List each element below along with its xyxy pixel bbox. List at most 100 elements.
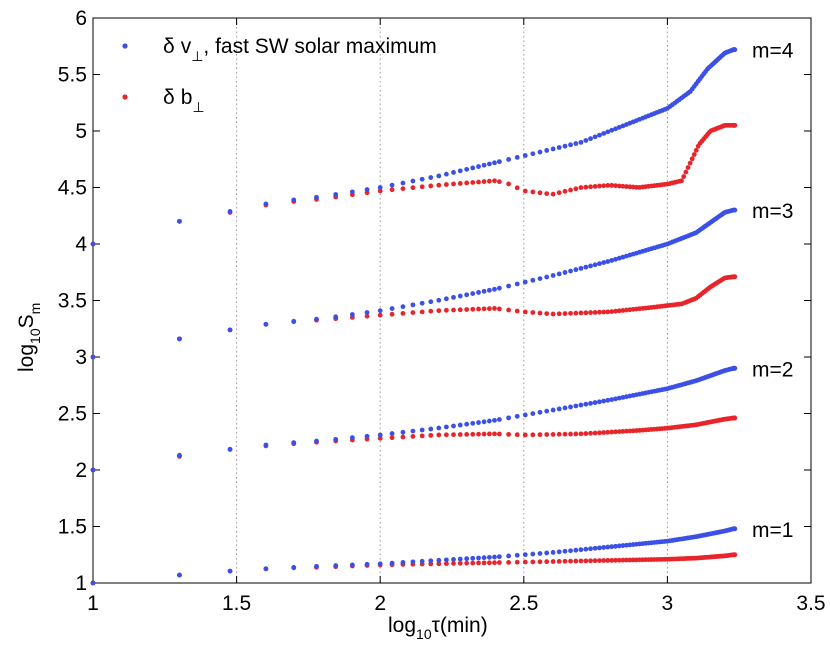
point-m3-v: [481, 288, 487, 294]
point-m3-b: [544, 311, 550, 316]
point-m1-v: [544, 550, 550, 556]
point-m3-b: [578, 310, 584, 316]
y-tick-label: 4: [75, 233, 87, 256]
point-m1-b: [556, 559, 562, 564]
point-m3-v: [522, 279, 528, 285]
point-m3-b: [377, 312, 383, 318]
point-m2-v: [481, 419, 487, 425]
point-m1-b: [562, 558, 568, 564]
point-m2-b: [522, 432, 528, 438]
point-m2-v: [470, 420, 476, 426]
point-m4-v: [568, 142, 573, 148]
point-m2-v: [605, 397, 611, 403]
point-m4-b: [568, 187, 573, 193]
point-m1-b: [597, 558, 602, 564]
point-m2-v: [613, 396, 618, 402]
point-m2-v: [609, 397, 615, 402]
point-m4-b: [605, 183, 611, 188]
point-m1-v: [451, 557, 456, 562]
point-m3-v: [613, 256, 618, 262]
point-m3-b: [573, 310, 579, 316]
point-m4-b: [487, 178, 492, 184]
point-m1-b: [573, 558, 579, 564]
point-m3-v: [616, 255, 622, 261]
point-m4-v: [436, 173, 442, 179]
point-m1-v: [481, 555, 487, 561]
point-m3-b: [609, 309, 615, 315]
point-m4-b: [436, 182, 442, 188]
point-m1-v: [522, 552, 528, 558]
point-m1-b: [492, 560, 497, 566]
point-m1-v: [592, 545, 598, 551]
point-m3-b: [550, 311, 556, 317]
point-m3-b: [613, 308, 618, 314]
point-m3-v: [364, 310, 370, 315]
point-m2-b: [732, 415, 738, 421]
point-m1-v: [732, 526, 738, 532]
point-m2-b: [436, 432, 442, 438]
point-m1-v: [568, 548, 573, 554]
point-m4-v: [487, 161, 492, 167]
point-m1-v: [443, 557, 449, 563]
point-m3-v: [436, 297, 442, 303]
point-m3-b: [620, 308, 626, 313]
y-tick-label: 6: [75, 7, 87, 30]
order-label: m=3: [752, 200, 793, 223]
point-m4-b: [691, 152, 697, 157]
point-m4-b: [616, 183, 622, 189]
point-m1-b: [451, 561, 456, 566]
point-m3-b: [556, 311, 562, 317]
point-m4-b: [685, 165, 691, 170]
point-m3-v: [476, 290, 481, 295]
point-m2-b: [556, 431, 562, 437]
point-m3-v: [457, 293, 463, 299]
point-m2-b: [583, 431, 589, 436]
point-m1-v: [314, 563, 319, 569]
point-m1-v: [476, 555, 481, 561]
point-m3-b: [601, 309, 607, 315]
point-m3-b: [597, 309, 602, 315]
point-m2-v: [443, 424, 449, 430]
point-m2-v: [377, 432, 383, 438]
point-m3-b: [616, 308, 622, 314]
point-m3-v: [333, 314, 339, 320]
point-m1-v: [263, 566, 269, 572]
point-m2-v: [496, 417, 502, 422]
point-m3-v: [470, 291, 476, 296]
point-m4-b: [537, 190, 543, 196]
point-m4-b: [601, 183, 607, 189]
point-m1-b: [464, 560, 470, 566]
point-m3-b: [481, 306, 487, 312]
point-m1-b: [624, 557, 629, 563]
point-m2-b: [601, 430, 607, 435]
point-m3-v: [544, 274, 550, 280]
point-m2-v: [457, 422, 463, 428]
point-m1-b: [620, 557, 626, 563]
point-m3-v: [556, 271, 562, 277]
point-m4-v: [333, 192, 339, 197]
point-m1-v: [419, 558, 425, 564]
point-m3-v: [605, 259, 611, 264]
point-m1-v: [514, 552, 520, 558]
point-m1-v: [578, 547, 584, 553]
point-m1-v: [90, 580, 96, 586]
point-m4-v: [562, 143, 568, 149]
point-m2-v: [419, 427, 425, 433]
point-m1-v: [496, 554, 502, 560]
point-m2-v: [492, 417, 497, 423]
point-m2-b: [620, 428, 626, 434]
point-m3-b: [732, 274, 738, 280]
point-m3-v: [487, 287, 492, 293]
point-m2-b: [506, 431, 512, 437]
point-m3-b: [496, 306, 502, 312]
point-m1-v: [227, 568, 233, 574]
point-m1-v: [583, 546, 589, 552]
point-m2-v: [364, 433, 370, 439]
point-m3-b: [470, 306, 476, 312]
point-m4-b: [410, 185, 416, 191]
point-m1-b: [537, 559, 543, 565]
y-tick-label: 3: [75, 346, 87, 369]
point-m3-v: [597, 261, 602, 267]
point-m1-b: [522, 559, 528, 565]
